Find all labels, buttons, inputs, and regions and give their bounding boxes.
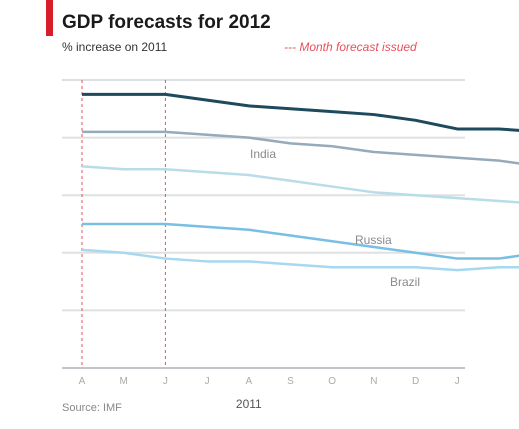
- x-tick-label: A: [79, 376, 86, 387]
- chart-title: GDP forecasts for 2012: [62, 12, 271, 33]
- series-label: Brazil: [390, 275, 420, 289]
- x-tick-label: D: [412, 376, 419, 387]
- x-tick-label: O: [328, 376, 336, 387]
- year-label: 2011: [236, 397, 262, 411]
- x-tick-label: N: [370, 376, 377, 387]
- series-line-1: [82, 130, 519, 165]
- series-line-3: [82, 222, 519, 260]
- x-tick-label: J: [163, 376, 168, 387]
- x-tick-label: J: [205, 376, 210, 387]
- x-tick-label: A: [245, 376, 252, 387]
- series-label: India: [250, 147, 276, 161]
- x-tick-label: M: [120, 376, 128, 387]
- legend-forecast-issued: --- Month forecast issued: [284, 40, 417, 54]
- x-tick-label: S: [287, 376, 294, 387]
- x-tick-label: J: [455, 376, 460, 387]
- title-accent-bar: [46, 0, 53, 36]
- chart-subtitle: % increase on 2011: [62, 40, 168, 54]
- series-line-2: [81, 165, 519, 204]
- series-line-0: [82, 92, 519, 132]
- series-line-4: [81, 248, 519, 272]
- source-note: Source: IMF: [62, 402, 122, 414]
- series-label: Russia: [355, 233, 392, 247]
